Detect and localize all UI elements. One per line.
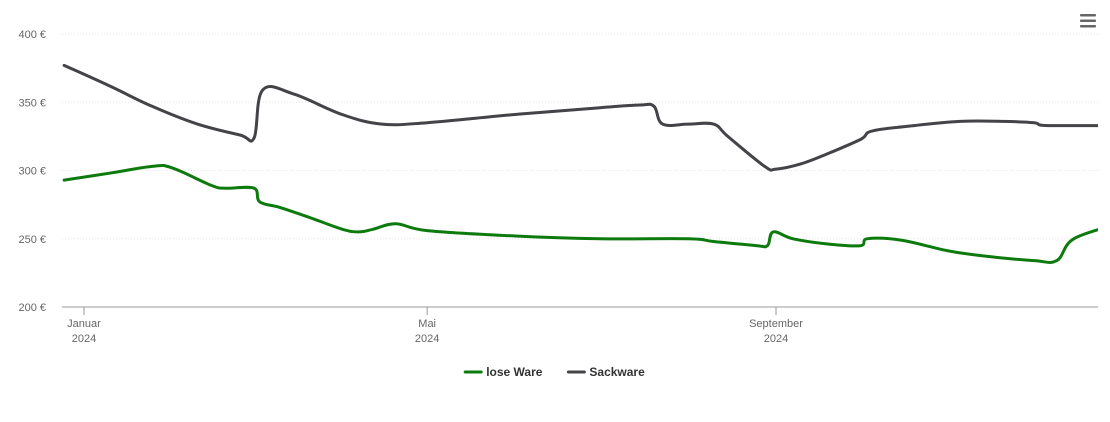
legend[interactable]: lose Ware Sackware	[463, 365, 645, 379]
x-tick-label-month: Januar	[67, 318, 101, 330]
series-line-0[interactable]	[62, 163, 1110, 264]
legend-item-1[interactable]: Sackware	[566, 365, 645, 379]
y-tick-label: 250 €	[18, 234, 46, 246]
x-tick-label-month: Mai	[418, 318, 436, 330]
legend-label: lose Ware	[486, 365, 543, 379]
legend-label: Sackware	[589, 365, 645, 379]
y-tick-label: 400 €	[18, 29, 46, 41]
series-layer	[62, 63, 1110, 264]
y-axis: 200 € 250 € 300 € 350 € 400 €	[18, 29, 46, 314]
grid-layer	[62, 33, 1098, 240]
hamburger-menu-icon[interactable]	[1074, 8, 1102, 32]
x-tick-label-year: 2024	[415, 333, 439, 345]
x-axis: Januar 2024 Mai 2024 September 2024	[62, 306, 1098, 345]
y-tick-label: 200 €	[18, 302, 46, 314]
y-tick-label: 350 €	[18, 97, 46, 109]
legend-item-0[interactable]: lose Ware	[463, 365, 543, 379]
x-tick-label-year: 2024	[72, 333, 96, 345]
x-tick-label-year: 2024	[764, 333, 788, 345]
series-line-1[interactable]	[62, 63, 1110, 172]
y-tick-label: 300 €	[18, 166, 46, 178]
x-tick-label-month: September	[749, 318, 803, 330]
